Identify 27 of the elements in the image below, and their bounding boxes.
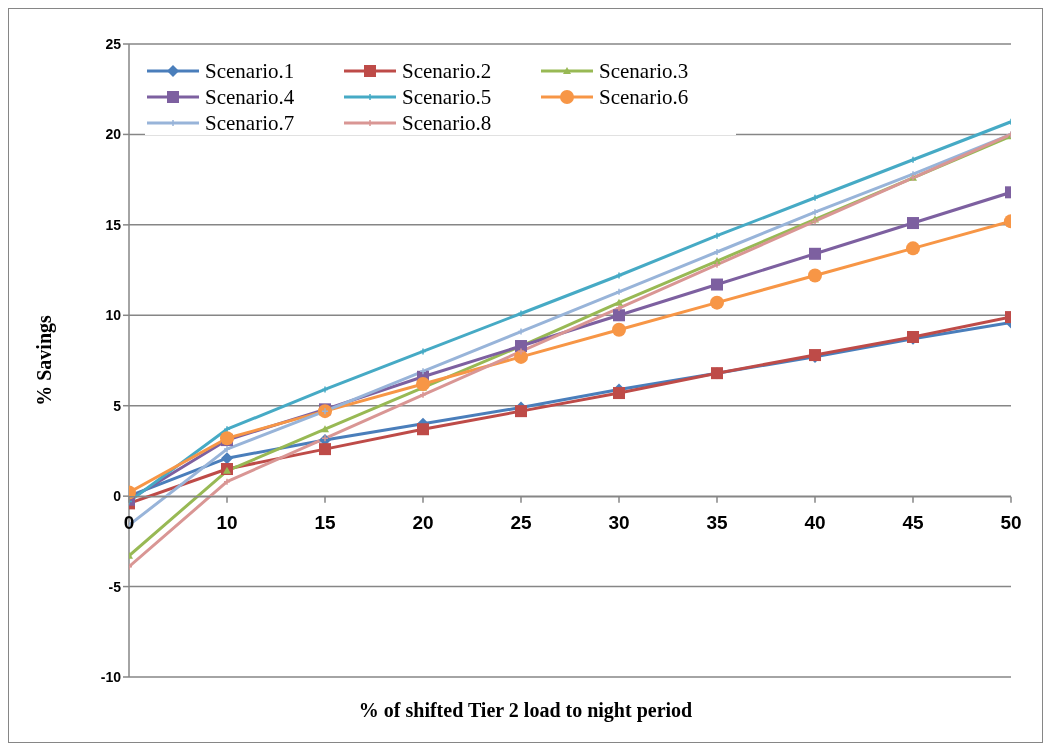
y-tick-label: 5 (113, 397, 122, 414)
x-tick-label: 15 (314, 511, 336, 533)
x-tick-label: 45 (902, 511, 924, 533)
x-tick-label: 10 (216, 511, 238, 533)
y-tick-label: -5 (108, 578, 122, 595)
y-tick-label: 25 (105, 35, 122, 52)
y-tick-label: 20 (105, 126, 122, 143)
legend-label: Scenario.2 (402, 59, 492, 83)
y-tick-label: -10 (100, 668, 122, 685)
legend-label: Scenario.4 (205, 85, 295, 109)
x-tick-label: 20 (412, 511, 434, 533)
legend-label: Scenario.5 (402, 85, 492, 109)
y-tick-label: 10 (105, 307, 122, 324)
y-axis-title: % Savings (33, 314, 57, 406)
x-tick-label: 40 (804, 511, 826, 533)
y-tick-label: 0 (113, 488, 122, 505)
legend-label: Scenario.7 (205, 111, 295, 135)
x-tick-label: 35 (706, 511, 728, 533)
legend-label: Scenario.1 (205, 59, 295, 83)
x-axis-title: % of shifted Tier 2 load to night period (357, 699, 694, 722)
x-tick-label: 25 (510, 511, 532, 533)
y-tick-label: 15 (105, 216, 122, 233)
x-tick-label: 30 (608, 511, 630, 533)
legend-label: Scenario.8 (402, 111, 492, 135)
x-tick-label: 50 (1000, 511, 1022, 533)
legend-label: Scenario.6 (599, 85, 689, 109)
legend-label: Scenario.3 (599, 59, 689, 83)
